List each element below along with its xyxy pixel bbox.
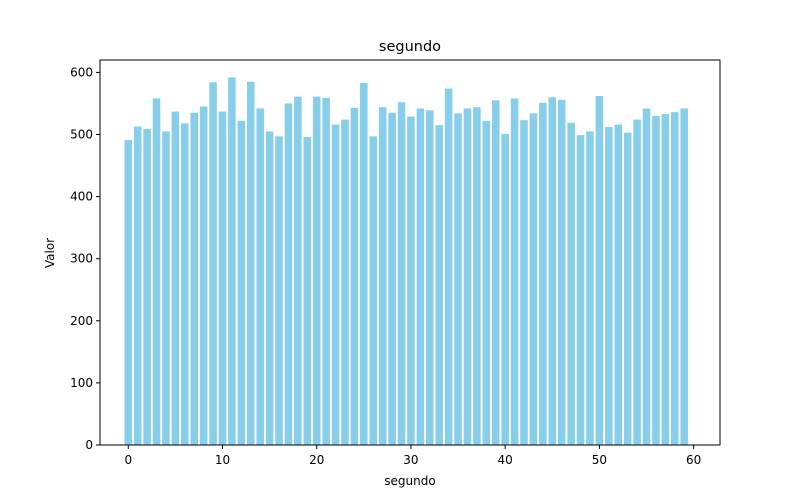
bar — [190, 112, 198, 445]
y-tick-label: 600 — [70, 65, 93, 79]
bar — [284, 103, 293, 445]
x-tick-label: 40 — [498, 453, 513, 467]
x-axis-ticks: 0 10 20 30 40 50 60 — [124, 445, 701, 467]
bar — [341, 119, 349, 446]
x-tick-label: 50 — [592, 453, 607, 467]
plot-frame — [99, 59, 721, 446]
bar — [350, 107, 359, 445]
bar — [482, 120, 491, 445]
bar — [605, 127, 613, 445]
bar — [312, 96, 321, 445]
bar — [407, 116, 415, 445]
bar — [642, 108, 651, 445]
bar — [529, 113, 538, 446]
bar — [595, 96, 604, 446]
bar — [246, 81, 255, 445]
x-tick-label: 30 — [403, 453, 418, 467]
bar — [463, 108, 472, 445]
bar — [303, 137, 312, 445]
y-axis-label: Valor — [43, 238, 57, 268]
bar — [218, 111, 227, 445]
bar — [397, 102, 406, 445]
bar — [265, 131, 274, 445]
bar — [162, 131, 170, 445]
bar — [491, 100, 500, 446]
bar — [378, 107, 387, 445]
bar — [539, 102, 547, 445]
bar — [510, 98, 519, 445]
y-tick-label: 400 — [70, 190, 93, 204]
x-tick-label: 60 — [686, 453, 701, 467]
bars-group — [124, 77, 688, 446]
bar — [567, 122, 575, 445]
y-axis-ticks: 0 100 200 300 400 500 600 — [70, 65, 100, 452]
bar — [388, 112, 396, 445]
bar — [133, 126, 142, 445]
bar — [614, 124, 623, 445]
x-tick-label: 20 — [309, 453, 324, 467]
bar — [454, 113, 462, 446]
bar — [331, 124, 340, 445]
bar — [576, 135, 585, 445]
bar — [473, 107, 481, 445]
chart-title: segundo — [379, 39, 441, 55]
bar — [143, 128, 151, 445]
bar — [586, 131, 594, 445]
x-tick-label: 0 — [124, 453, 132, 467]
bar — [275, 136, 283, 445]
bar — [501, 133, 509, 445]
bar — [360, 82, 368, 445]
bar — [435, 125, 443, 445]
bar — [369, 136, 378, 445]
bar — [181, 123, 189, 445]
bar — [548, 97, 557, 445]
y-tick-label: 200 — [70, 314, 93, 328]
bar — [256, 108, 264, 445]
bar — [237, 120, 246, 445]
bar — [171, 111, 180, 445]
bar — [661, 114, 670, 446]
bar — [671, 112, 679, 445]
y-tick-label: 0 — [85, 438, 93, 452]
y-tick-label: 300 — [70, 252, 93, 266]
bar — [152, 98, 161, 445]
bar — [199, 106, 208, 445]
x-tick-label: 10 — [215, 453, 230, 467]
bar — [124, 140, 133, 445]
bar — [520, 120, 528, 445]
y-tick-label: 500 — [70, 128, 93, 142]
y-tick-label: 100 — [70, 376, 93, 390]
bar — [557, 99, 566, 446]
bar — [209, 82, 217, 445]
bar — [652, 115, 660, 445]
bar — [294, 96, 302, 445]
bar — [680, 108, 688, 445]
bar — [444, 88, 453, 445]
bar — [623, 132, 632, 445]
x-axis-label: segundo — [384, 474, 435, 488]
bar — [426, 110, 434, 446]
bar — [633, 119, 641, 446]
bar — [228, 77, 236, 445]
bar — [416, 108, 425, 445]
bar — [322, 97, 330, 445]
